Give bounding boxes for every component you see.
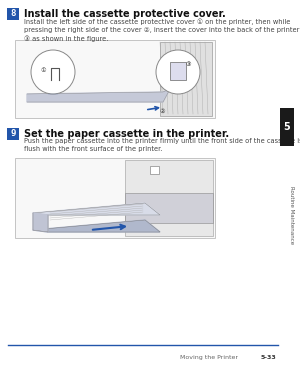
Bar (125, 160, 213, 236)
Text: Set the paper cassette in the printer.: Set the paper cassette in the printer. (24, 129, 229, 139)
Text: Push the paper cassette into the printer firmly until the front side of the cass: Push the paper cassette into the printer… (24, 138, 300, 152)
Text: Moving the Printer: Moving the Printer (180, 355, 238, 360)
Text: 8: 8 (10, 10, 16, 19)
Text: ①: ① (40, 68, 46, 73)
Circle shape (31, 50, 75, 94)
Text: 9: 9 (10, 129, 16, 139)
Bar (7, 128, 19, 140)
Bar (150, 166, 159, 174)
Text: 5-33: 5-33 (260, 355, 276, 360)
Bar (15, 40, 215, 118)
Bar (15, 158, 215, 238)
Bar (170, 62, 186, 80)
Text: 5: 5 (284, 122, 290, 132)
Polygon shape (33, 220, 160, 232)
Text: Install the cassette protective cover.: Install the cassette protective cover. (24, 9, 226, 19)
Bar (7, 8, 19, 20)
Bar (125, 193, 213, 223)
Bar (280, 108, 294, 146)
Text: ②: ② (159, 109, 165, 114)
Text: Install the left side of the cassette protective cover ① on the printer, then wh: Install the left side of the cassette pr… (24, 18, 299, 42)
Circle shape (156, 50, 200, 94)
Polygon shape (33, 203, 160, 215)
Polygon shape (27, 89, 170, 102)
Text: ③: ③ (185, 61, 191, 66)
Text: Routine Maintenance: Routine Maintenance (289, 186, 293, 244)
Polygon shape (33, 213, 48, 232)
Bar (160, 42, 212, 116)
